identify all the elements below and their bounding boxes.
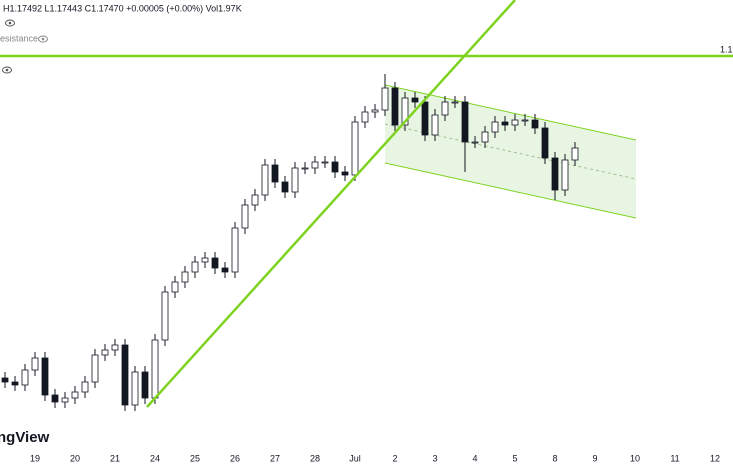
candle-body [311, 161, 319, 169]
candle-body [401, 97, 409, 126]
candle-body [481, 131, 489, 143]
candle-body [111, 344, 119, 351]
candle-body [161, 291, 169, 341]
plot-area [0, 0, 733, 411]
candle-body [231, 227, 239, 273]
candle-body [81, 381, 89, 393]
candle-body [221, 267, 229, 273]
candle-body [51, 394, 59, 403]
candle-body [181, 271, 189, 283]
candle-body [531, 119, 539, 129]
candle-body [411, 97, 419, 103]
candle-body [241, 204, 249, 229]
candle-body [371, 109, 379, 113]
x-tick-label: 27 [270, 453, 280, 463]
x-tick-label: 10 [630, 453, 640, 463]
x-tick-label: 4 [472, 453, 477, 463]
candle-body [191, 261, 199, 273]
candle-body [211, 257, 219, 269]
candle-body [361, 111, 369, 123]
x-tick-label: 2 [392, 453, 397, 463]
candle-body [301, 167, 309, 170]
price-label: 1.1 [720, 44, 733, 54]
candle-body [291, 167, 299, 193]
candle-body [541, 127, 549, 159]
candle-body [151, 339, 159, 399]
candle-body [351, 121, 359, 176]
candle-body [491, 121, 499, 133]
candle-body [461, 101, 469, 143]
candle-body [171, 281, 179, 293]
x-tick-label: 5 [512, 453, 517, 463]
eye-icon[interactable] [38, 35, 48, 43]
candle-body [451, 101, 459, 104]
candle-body [101, 349, 109, 356]
candle-body [321, 161, 329, 164]
eye-icon[interactable] [2, 66, 12, 74]
candle-body [251, 194, 259, 206]
drawing-label: esistance [0, 33, 38, 43]
candle-body [1, 377, 9, 383]
candle-body [131, 371, 139, 406]
candle-body [281, 181, 289, 193]
candle-body [561, 159, 569, 191]
x-tick-label: 11 [670, 453, 679, 463]
x-tick-label: 26 [230, 453, 240, 463]
candle-body [381, 87, 389, 111]
candle-body [391, 87, 399, 126]
watermark: ngView [0, 429, 50, 446]
candle-body [571, 147, 579, 161]
candle-body [421, 101, 429, 136]
candle-body [141, 371, 149, 399]
candle-body [91, 354, 99, 383]
x-tick-label: 28 [310, 453, 320, 463]
candle-body [471, 141, 479, 144]
candle-body [31, 357, 39, 371]
candle-body [521, 119, 529, 122]
candle-body [201, 257, 209, 263]
candle-body [11, 381, 19, 386]
candle-body [21, 369, 29, 386]
ohlc-header: H1.17492 L1.17443 C1.17470 +0.00005 (+0.… [3, 3, 242, 13]
candle-body [511, 119, 519, 126]
candle-body [551, 157, 559, 191]
candle-body [71, 391, 79, 399]
x-tick-label: 21 [110, 453, 120, 463]
trend-line [146, 0, 516, 408]
x-tick-label: 12 [710, 453, 720, 463]
x-tick-label: 24 [150, 453, 160, 463]
candle-body [441, 101, 449, 116]
candle-body [341, 171, 349, 176]
x-tick-label: 20 [70, 453, 80, 463]
candle-body [331, 161, 339, 173]
x-tick-label: 8 [552, 453, 557, 463]
channel-lower [384, 162, 637, 219]
eye-icon[interactable] [5, 19, 15, 27]
candle-body [271, 164, 279, 183]
x-tick-label: Jul [349, 453, 361, 463]
candle-body [261, 164, 269, 196]
candle-body [431, 114, 439, 136]
x-tick-label: 3 [432, 453, 437, 463]
candle-body [121, 344, 129, 406]
x-tick-label: 25 [190, 453, 200, 463]
candle-body [61, 397, 69, 403]
x-tick-label: 19 [30, 453, 40, 463]
candle-body [41, 357, 49, 396]
x-tick-label: 9 [592, 453, 597, 463]
candle-body [501, 121, 509, 126]
channel-upper [384, 84, 637, 141]
